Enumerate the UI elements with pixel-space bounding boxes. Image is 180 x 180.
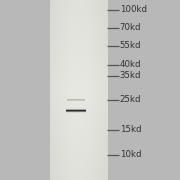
Bar: [66, 109, 86, 110]
Bar: [66, 111, 86, 112]
Text: 25kd: 25kd: [120, 95, 141, 104]
Bar: [66, 107, 86, 108]
Bar: [66, 108, 86, 109]
Bar: [66, 113, 86, 114]
Bar: [66, 110, 86, 111]
Text: 10kd: 10kd: [120, 150, 141, 159]
Bar: [67, 101, 85, 102]
Text: 70kd: 70kd: [120, 23, 141, 32]
Bar: [66, 112, 86, 113]
Text: 35kd: 35kd: [120, 71, 141, 80]
Bar: [67, 98, 85, 99]
Text: 40kd: 40kd: [120, 60, 141, 69]
Text: 15kd: 15kd: [120, 125, 141, 134]
Text: 55kd: 55kd: [120, 41, 141, 50]
Bar: [67, 99, 85, 100]
Text: 100kd: 100kd: [120, 5, 147, 14]
Bar: [67, 100, 85, 101]
